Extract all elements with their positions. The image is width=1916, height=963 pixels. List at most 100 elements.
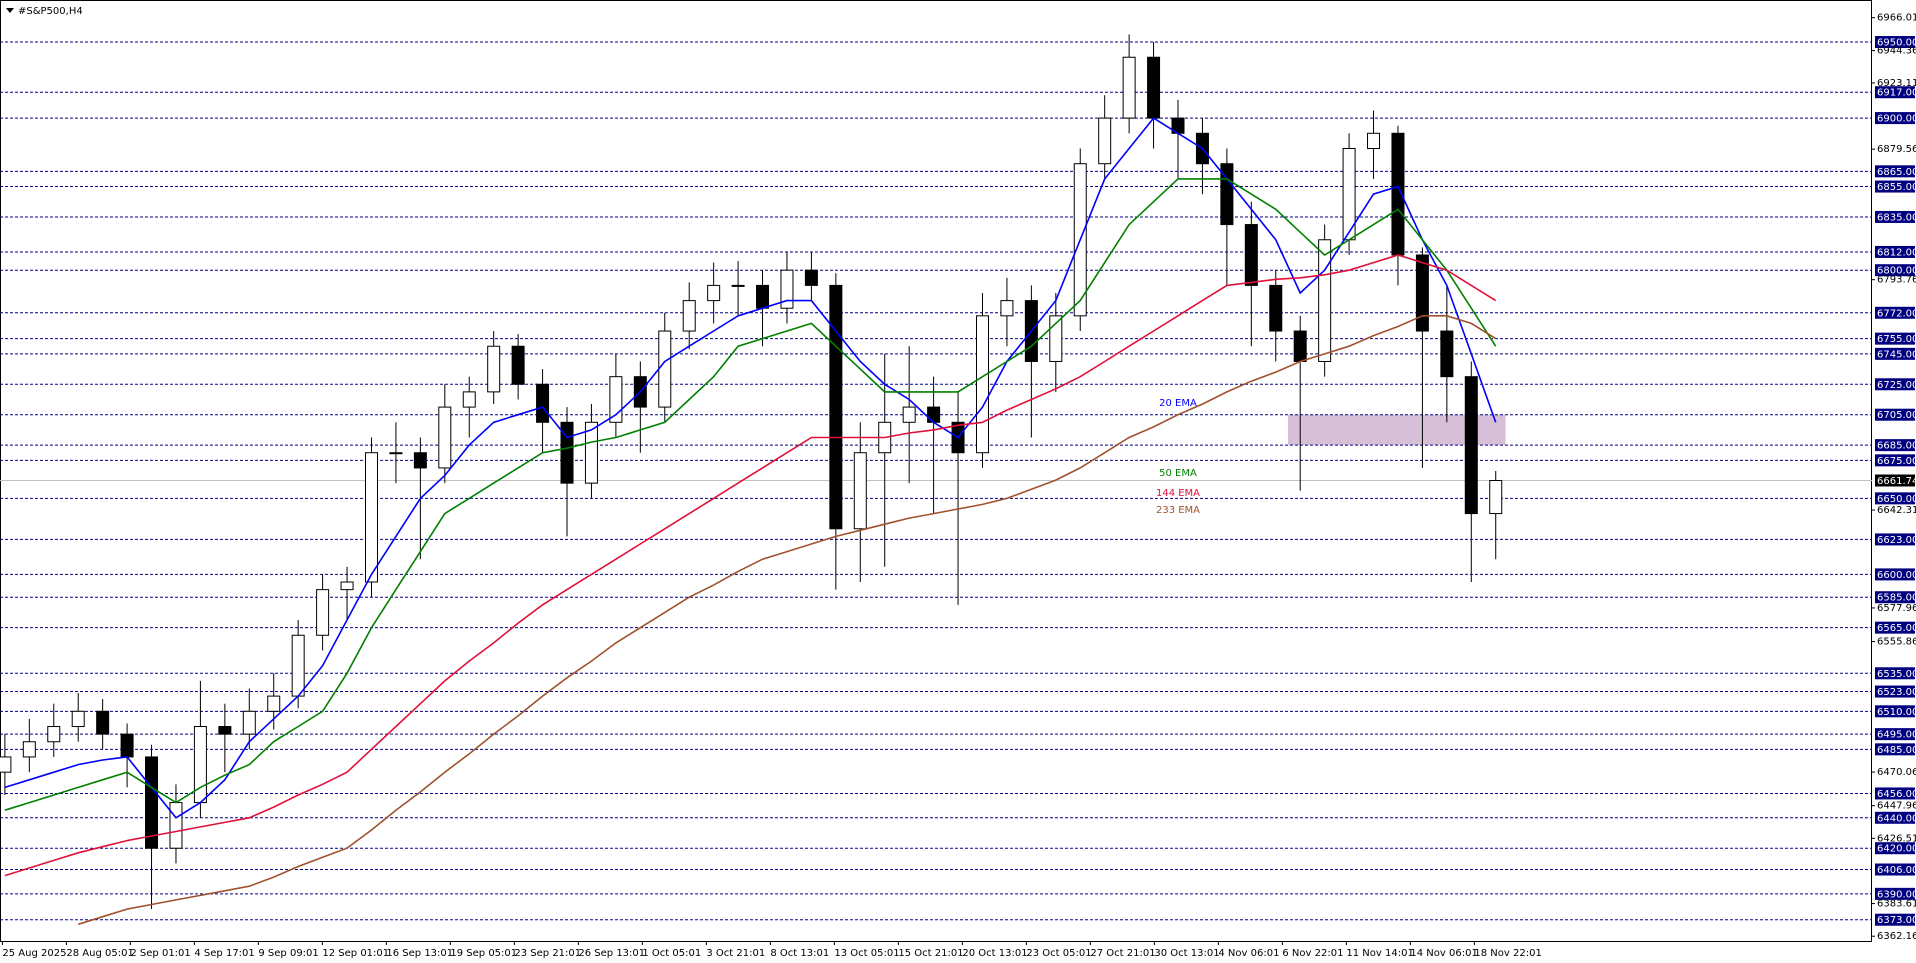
x-tick-label: 30 Oct 13:01 (1154, 948, 1219, 959)
level-label: 6565.00 (1877, 623, 1916, 634)
level-label-box (1875, 439, 1915, 452)
x-tick-label: 15 Oct 21:01 (898, 948, 963, 959)
candle-body (1098, 117, 1112, 165)
candle-body (462, 391, 476, 408)
x-tick-label: 9 Sep 09:01 (258, 948, 318, 959)
level-label-box (1875, 165, 1915, 178)
candle-body (267, 695, 281, 712)
x-tick-label: 23 Oct 05:01 (1026, 948, 1091, 959)
level-label-box (1875, 621, 1915, 634)
level-label: 6950.00 (1877, 38, 1916, 49)
candle-body (145, 756, 159, 849)
ema-line (77, 315, 1497, 926)
candle-body (242, 710, 256, 735)
y-tick-label: 6447.96 (1877, 801, 1916, 812)
level-label: 6390.00 (1877, 889, 1916, 900)
x-tick-label: 1 Oct 05:01 (642, 948, 701, 959)
x-tick-label: 8 Oct 13:01 (770, 948, 829, 959)
y-tick-label: 6426.51 (1877, 833, 1916, 844)
candle-body (389, 452, 403, 455)
candle-body (584, 421, 598, 484)
level-label-box (1875, 408, 1915, 421)
candle-body (536, 383, 550, 423)
ema-label: 20 EMA (1159, 398, 1197, 409)
level-label-box (1875, 306, 1915, 319)
x-tick-label: 4 Sep 17:01 (194, 948, 254, 959)
x-tick-label: 25 Aug 2025 (2, 948, 66, 959)
ema-line (4, 117, 1497, 819)
x-tick-label: 13 Oct 05:01 (834, 948, 899, 959)
candle-body (487, 345, 501, 393)
candle-body (291, 634, 305, 697)
y-tick-label: 6966.01 (1877, 13, 1916, 24)
ema-line (4, 254, 1497, 877)
y-tick-label: 6555.86 (1877, 637, 1916, 648)
ema-label: 50 EMA (1159, 468, 1197, 479)
level-label-box (1875, 180, 1915, 193)
level-label: 6865.00 (1877, 167, 1916, 178)
candle-body (47, 726, 61, 743)
level-label-box (1875, 811, 1915, 824)
level-label: 6675.00 (1877, 456, 1916, 467)
candle-body (1122, 56, 1136, 119)
level-label-box (1875, 743, 1915, 756)
ema-line (4, 178, 1497, 811)
level-label-box (1875, 492, 1915, 505)
candle-body (853, 452, 867, 530)
level-label: 6623.00 (1877, 535, 1916, 546)
y-tick-label: 6577.96 (1877, 603, 1916, 614)
candle-body (560, 421, 574, 484)
y-tick-label: 6944.36 (1877, 46, 1916, 57)
level-label-box (1875, 685, 1915, 698)
level-label-box (1875, 863, 1915, 876)
level-label: 6510.00 (1877, 707, 1916, 718)
y-tick-label: 6383.61 (1877, 899, 1916, 910)
x-tick-label: 14 Nov 06:01 (1410, 948, 1477, 959)
candle-body (193, 726, 207, 804)
candle-body (1000, 300, 1014, 317)
menu-arrow[interactable] (6, 8, 14, 13)
candle-body (902, 406, 916, 423)
level-label-box (1875, 705, 1915, 718)
x-tick-label: 6 Nov 22:01 (1282, 948, 1343, 959)
level-label: 6485.00 (1877, 745, 1916, 756)
level-label-box (1875, 568, 1915, 581)
candle-body (438, 406, 452, 469)
level-label-box (1875, 787, 1915, 800)
candle-body (1269, 284, 1283, 332)
level-label-box (1875, 210, 1915, 223)
level-label: 6812.00 (1877, 247, 1916, 258)
ema-label: 233 EMA (1156, 505, 1200, 516)
candle-body (1244, 224, 1258, 286)
level-label-box (1875, 112, 1915, 125)
candle-body (731, 284, 745, 287)
candle-body (71, 710, 85, 728)
x-tick-label: 20 Oct 13:01 (962, 948, 1027, 959)
x-tick-label: 11 Nov 14:01 (1346, 948, 1413, 959)
level-label: 6535.00 (1877, 669, 1916, 680)
candle-body (364, 452, 378, 583)
candle-body (96, 710, 110, 735)
candle-body (316, 589, 330, 636)
x-tick-label: 19 Sep 05:01 (450, 948, 517, 959)
level-label-box (1875, 245, 1915, 258)
x-tick-label: 26 Sep 13:01 (578, 948, 645, 959)
candle-body (0, 756, 12, 773)
level-label: 6523.00 (1877, 687, 1916, 698)
candle-body (780, 269, 794, 309)
level-label-box (1875, 264, 1915, 277)
level-label: 6855.00 (1877, 182, 1916, 193)
level-label: 6800.00 (1877, 266, 1916, 277)
level-label: 6495.00 (1877, 730, 1916, 741)
candle-body (120, 733, 134, 758)
level-label-box (1875, 454, 1915, 467)
candle-body (927, 406, 941, 423)
x-tick-label: 2 Sep 01:01 (130, 948, 190, 959)
candle-body (340, 581, 354, 591)
y-tick-label: 6923.11 (1877, 78, 1916, 89)
level-label-box (1875, 36, 1915, 49)
candle-body (1147, 56, 1161, 119)
plot-frame (0, 0, 1872, 942)
